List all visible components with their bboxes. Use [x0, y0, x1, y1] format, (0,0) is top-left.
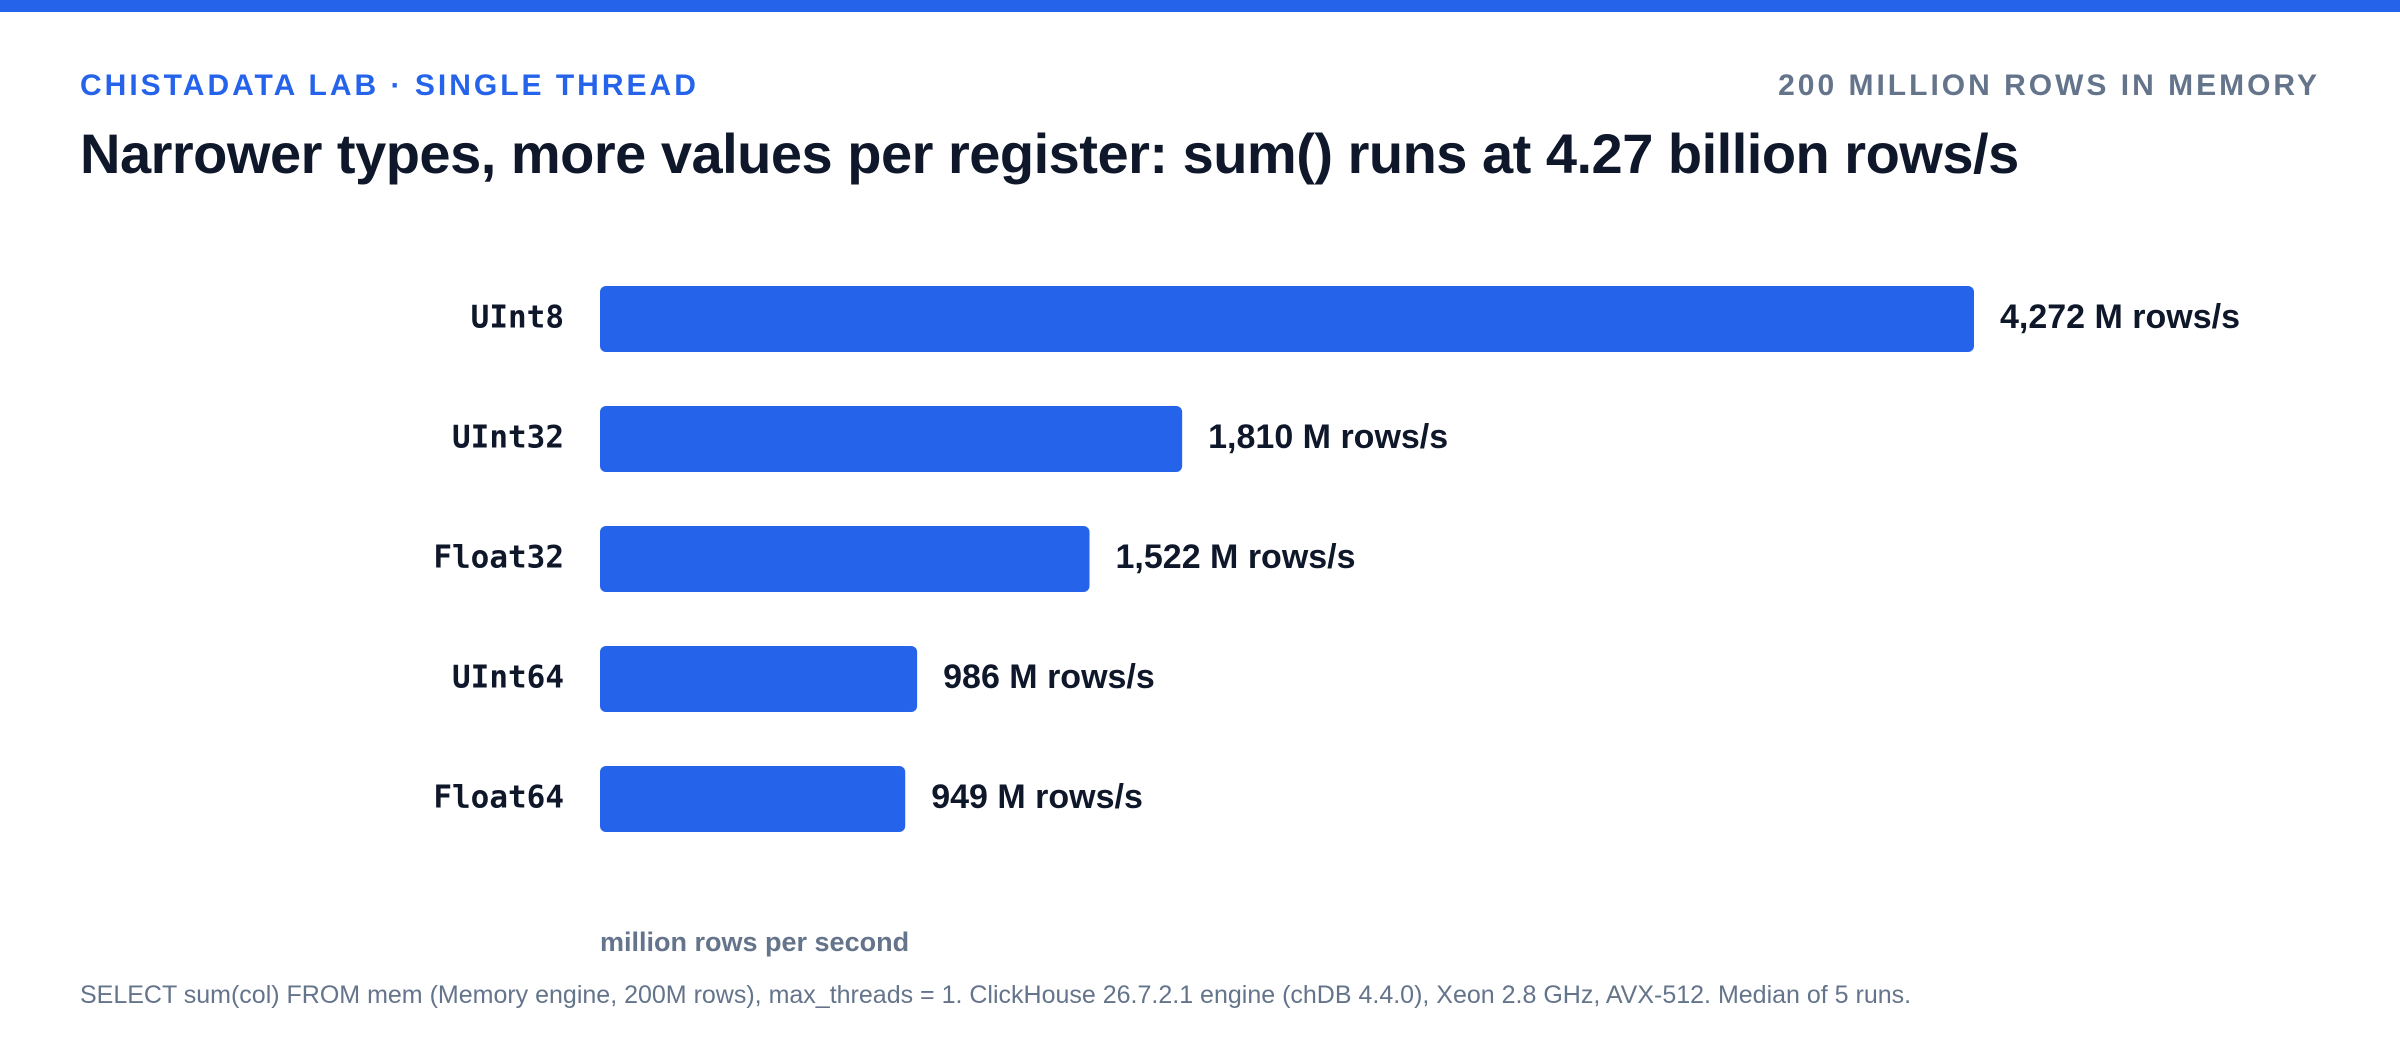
value-label-float64: 949 M rows/s — [931, 778, 1143, 816]
x-axis-label: million rows per second — [600, 927, 910, 957]
value-label-float32: 1,522 M rows/s — [1116, 538, 1356, 576]
category-label-uint8: UInt8 — [471, 300, 564, 336]
value-label-uint32: 1,810 M rows/s — [1208, 418, 1448, 456]
top-accent-bar — [0, 0, 2400, 12]
chart-title: Narrower types, more values per register… — [80, 122, 2019, 185]
value-label-uint64: 986 M rows/s — [943, 658, 1155, 696]
bar-float64 — [600, 766, 906, 832]
kicker-label: CHISTADATA LAB · SINGLE THREAD — [80, 69, 699, 102]
value-label-uint8: 4,272 M rows/s — [2000, 298, 2240, 336]
category-label-float64: Float64 — [433, 780, 564, 816]
category-label-uint32: UInt32 — [452, 420, 564, 456]
methodology-footnote: SELECT sum(col) FROM mem (Memory engine,… — [80, 981, 1912, 1009]
category-label-float32: Float32 — [433, 540, 564, 576]
bar-float32 — [600, 526, 1090, 592]
bar-uint8 — [600, 286, 1974, 352]
bar-uint64 — [600, 646, 918, 712]
bar-uint32 — [600, 406, 1183, 472]
category-label-uint64: UInt64 — [452, 660, 564, 696]
dataset-meta-label: 200 MILLION ROWS IN MEMORY — [1778, 69, 2320, 102]
